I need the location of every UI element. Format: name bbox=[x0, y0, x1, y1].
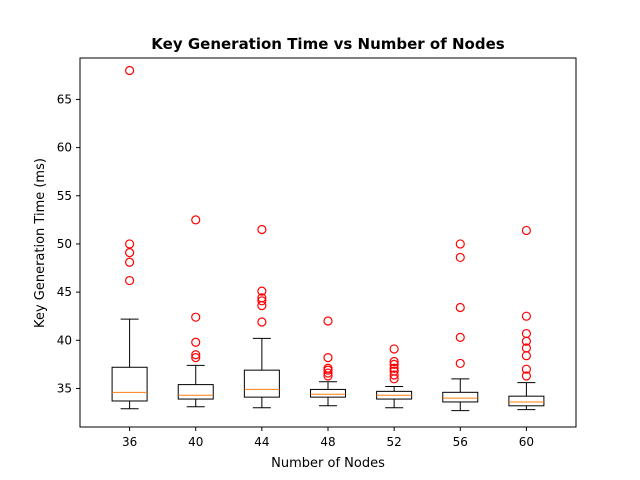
outlier-point bbox=[323, 368, 333, 378]
plot-area bbox=[79, 57, 577, 428]
outlier-point bbox=[521, 371, 532, 381]
outlier-point bbox=[125, 239, 135, 249]
y-tick-label: 45 bbox=[57, 285, 72, 299]
outlier-point bbox=[455, 252, 465, 263]
outlier-point bbox=[389, 370, 399, 380]
y-tick-label: 40 bbox=[57, 333, 72, 347]
x-tick-label: 36 bbox=[122, 435, 137, 449]
y-tick-label: 60 bbox=[57, 141, 72, 155]
x-tick-label: 44 bbox=[254, 435, 269, 449]
x-axis-label: Number of Nodes bbox=[271, 456, 385, 471]
chart-title: Key Generation Time vs Number of Nodes bbox=[151, 35, 504, 53]
x-tick-label: 52 bbox=[386, 435, 401, 449]
box-group-44 bbox=[243, 224, 280, 409]
outlier-point bbox=[521, 328, 532, 339]
outlier-point bbox=[455, 332, 465, 342]
outlier-point bbox=[389, 366, 399, 376]
box bbox=[310, 388, 346, 398]
y-tick-label: 55 bbox=[57, 189, 72, 203]
y-axis-label: Key Generation Time (ms) bbox=[33, 158, 48, 328]
outlier-point bbox=[125, 248, 135, 258]
box-group-52 bbox=[376, 344, 413, 409]
outlier-point bbox=[125, 65, 135, 76]
x-axis-ticks: 36 40 44 48 52 56 60 bbox=[122, 427, 534, 449]
outlier-point bbox=[257, 224, 267, 235]
outlier-point bbox=[191, 350, 201, 360]
outlier-point bbox=[257, 317, 267, 327]
box-group-60 bbox=[508, 225, 545, 411]
outlier-point bbox=[125, 275, 135, 286]
outlier-point bbox=[455, 358, 465, 369]
outlier-point bbox=[521, 343, 532, 353]
outlier-point bbox=[455, 302, 465, 313]
outlier-point bbox=[257, 286, 267, 296]
y-axis-ticks: 35 40 45 50 55 60 65 bbox=[57, 92, 80, 395]
outlier-point bbox=[389, 356, 399, 367]
outlier-point bbox=[521, 311, 532, 321]
box-group-48 bbox=[310, 316, 346, 407]
outlier-point bbox=[125, 257, 135, 267]
outlier-point bbox=[521, 225, 532, 236]
outlier-point bbox=[323, 316, 333, 326]
outlier-point bbox=[257, 293, 267, 303]
box-group-36 bbox=[111, 65, 148, 410]
outlier-point bbox=[455, 239, 465, 249]
outlier-point bbox=[191, 353, 201, 363]
y-tick-label: 35 bbox=[57, 381, 72, 395]
x-tick-label: 48 bbox=[320, 435, 335, 449]
outlier-point bbox=[191, 337, 201, 347]
boxes-layer bbox=[111, 65, 545, 412]
box bbox=[177, 384, 214, 400]
x-tick-label: 40 bbox=[188, 435, 203, 449]
box-group-40 bbox=[177, 215, 214, 408]
outlier-point bbox=[191, 312, 201, 322]
y-tick-label: 50 bbox=[57, 237, 72, 251]
box bbox=[243, 369, 280, 398]
y-tick-label: 65 bbox=[57, 92, 72, 106]
outlier-point bbox=[323, 353, 333, 363]
outlier-point bbox=[521, 364, 532, 374]
outlier-point bbox=[191, 215, 201, 225]
box bbox=[111, 366, 148, 402]
x-tick-label: 56 bbox=[453, 435, 468, 449]
outlier-point bbox=[389, 359, 399, 369]
outlier-point bbox=[389, 363, 399, 373]
outlier-point bbox=[323, 363, 333, 373]
box bbox=[508, 395, 545, 407]
outlier-point bbox=[389, 344, 399, 354]
x-tick-label: 60 bbox=[519, 435, 534, 449]
box-group-56 bbox=[442, 239, 479, 412]
outlier-point bbox=[257, 296, 267, 306]
box bbox=[442, 391, 479, 403]
